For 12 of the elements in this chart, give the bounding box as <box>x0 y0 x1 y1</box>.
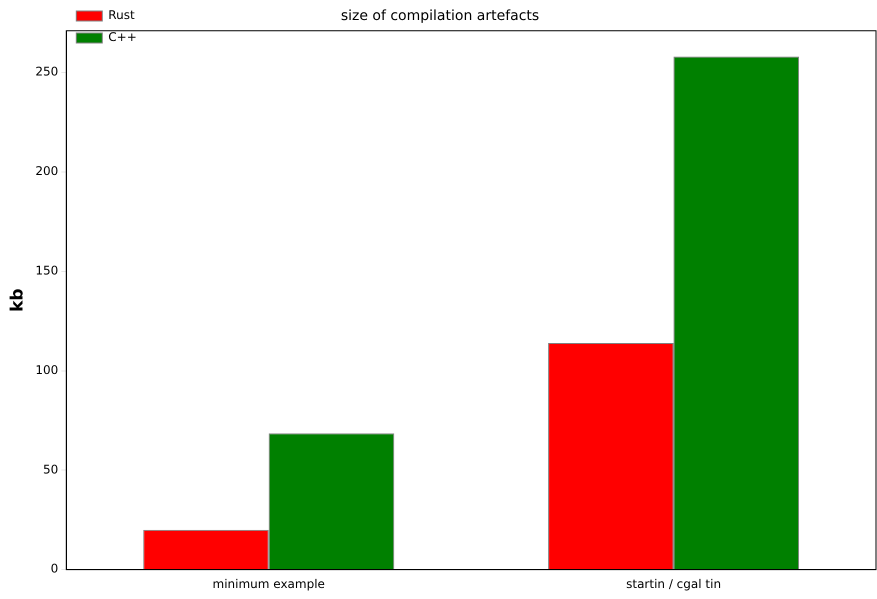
y-tick-label: 150 <box>35 263 58 278</box>
y-tick-label: 200 <box>35 164 58 178</box>
y-axis-title: kb <box>8 288 28 312</box>
y-tick-label: 250 <box>35 64 58 79</box>
y-tick-label: 50 <box>43 462 58 476</box>
legend-label: Rust <box>108 8 135 22</box>
legend-label: C++ <box>108 30 137 44</box>
chart-title: size of compilation artefacts <box>340 8 540 24</box>
y-tick-label: 100 <box>35 362 58 377</box>
x-tick-label: minimum example <box>212 576 325 591</box>
y-tick-label: 0 <box>50 562 58 576</box>
x-tick-label: startin / cgal tin <box>626 576 722 591</box>
